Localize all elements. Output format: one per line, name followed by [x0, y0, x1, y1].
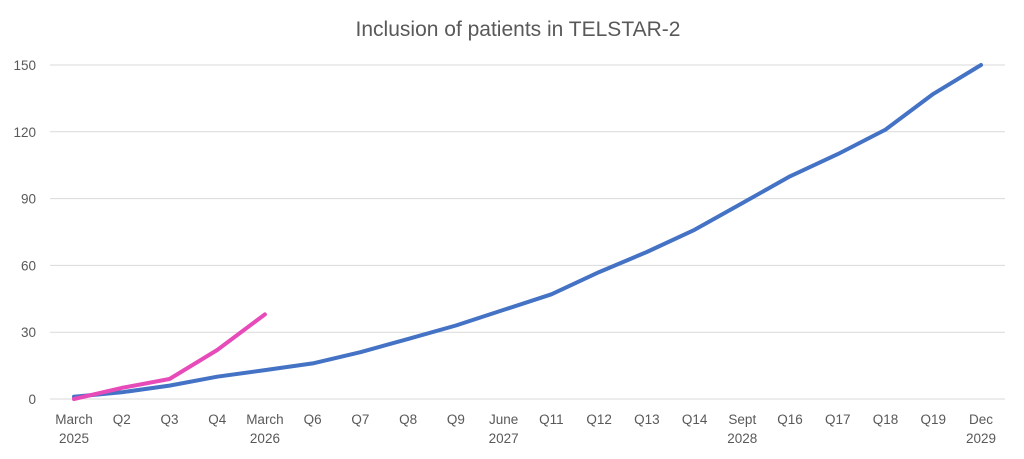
x-tick-label: Q13 — [634, 412, 660, 427]
gridlines — [50, 64, 1005, 400]
x-tick-label: Q14 — [682, 412, 708, 427]
x-tick-label: June — [489, 412, 518, 427]
x-tick-label: 2026 — [250, 431, 280, 446]
x-tick-label: 2029 — [966, 431, 996, 446]
x-tick-label: Q12 — [586, 412, 612, 427]
x-tick-label: Q2 — [113, 412, 131, 427]
x-tick-label: Q9 — [447, 412, 465, 427]
x-tick-label: 2025 — [59, 431, 89, 446]
y-tick-label: 150 — [13, 58, 36, 73]
x-tick-label: Q18 — [873, 412, 899, 427]
x-tick-label: Q4 — [208, 412, 227, 427]
x-tick-label: Q3 — [160, 412, 178, 427]
series-lines — [72, 63, 983, 401]
y-tick-label: 60 — [21, 258, 36, 273]
y-tick-label: 30 — [21, 325, 36, 340]
x-tick-label: Dec — [969, 412, 993, 427]
x-tick-label: Q16 — [777, 412, 803, 427]
x-tick-label: Q17 — [825, 412, 851, 427]
x-tick-label: March — [55, 412, 93, 427]
x-axis-ticks: March 2025 Q2 Q3 Q4 March 2026 Q6 Q7 Q8 Q9 June 2027… — [55, 412, 996, 446]
x-tick-label: 2027 — [489, 431, 519, 446]
y-tick-label: 120 — [13, 125, 36, 140]
y-axis-ticks: 0 30 60 90 120 150 — [13, 58, 36, 407]
x-tick-label: Q19 — [920, 412, 946, 427]
x-tick-label: Sept — [728, 412, 756, 427]
chart-title: Inclusion of patients in TELSTAR-2 — [356, 18, 681, 41]
x-tick-label: Q7 — [351, 412, 369, 427]
y-tick-label: 90 — [21, 192, 36, 207]
y-tick-label: 0 — [28, 392, 36, 407]
x-tick-label: Q11 — [539, 412, 564, 427]
series-line-planned — [72, 63, 983, 399]
x-tick-label: 2028 — [727, 431, 757, 446]
x-tick-label: Q6 — [304, 412, 322, 427]
x-tick-label: Q8 — [399, 412, 417, 427]
x-tick-label: March — [246, 412, 284, 427]
